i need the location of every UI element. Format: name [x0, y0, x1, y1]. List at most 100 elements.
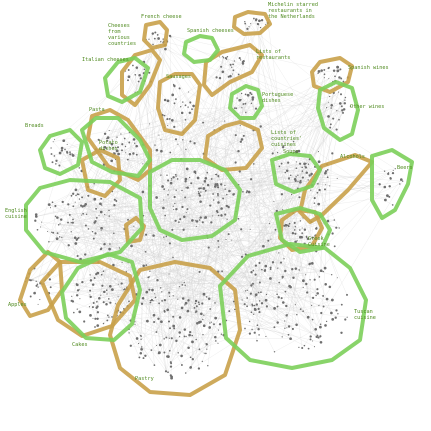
graph-node: [326, 169, 329, 171]
graph-edge: [163, 42, 386, 201]
graph-node: [250, 311, 253, 314]
graph-node: [324, 171, 327, 175]
graph-node: [254, 296, 256, 298]
graph-edge: [156, 103, 341, 198]
graph-edge: [129, 154, 288, 226]
graph-node: [168, 337, 170, 339]
graph-edge: [304, 181, 403, 346]
graph-node: [205, 352, 207, 355]
graph-node: [98, 214, 100, 216]
graph-node: [78, 310, 82, 314]
graph-node: [307, 163, 310, 165]
graph-node: [184, 104, 187, 107]
graph-node: [292, 276, 295, 280]
graph-node: [168, 242, 171, 245]
graph-edge: [107, 137, 185, 283]
graph-node: [338, 76, 341, 79]
graph-node: [194, 302, 197, 305]
graph-node: [144, 354, 147, 357]
graph-node: [78, 198, 81, 200]
graph-node: [302, 286, 304, 289]
hull-soups: [270, 152, 322, 194]
graph-node: [295, 176, 297, 178]
graph-edge: [88, 186, 275, 309]
graph-node: [246, 93, 250, 97]
graph-edge: [140, 215, 144, 354]
graph-node: [160, 320, 163, 324]
graph-edge: [126, 227, 303, 289]
graph-node: [96, 311, 100, 314]
graph-node: [180, 306, 184, 310]
label-line: countries: [108, 41, 136, 47]
graph-node: [168, 295, 171, 297]
graph-node: [273, 201, 275, 203]
graph-node: [158, 134, 160, 136]
hull-french-cheese: [142, 20, 169, 50]
graph-node: [138, 73, 141, 77]
graph-node: [128, 152, 132, 156]
graph-edge: [149, 289, 167, 372]
graph-node: [295, 323, 298, 327]
graph-node: [249, 91, 252, 94]
graph-node: [317, 151, 320, 153]
label-other-wines: Other wines: [350, 104, 384, 110]
graph-node: [236, 97, 238, 99]
graph-node: [124, 145, 127, 148]
graph-node: [125, 152, 127, 154]
graph-node: [108, 215, 110, 217]
graph-edge: [127, 159, 219, 178]
graph-node: [113, 198, 116, 201]
graph-node: [101, 284, 104, 287]
graph-node: [246, 297, 249, 299]
graph-node: [202, 318, 204, 321]
graph-node: [244, 253, 247, 256]
graph-node: [56, 232, 59, 234]
graph-node: [148, 276, 150, 278]
graph-edge: [72, 99, 253, 223]
label-tuscan-cuisine: Tuscan cuisine: [354, 309, 376, 321]
graph-node: [185, 148, 187, 150]
graph-node: [303, 344, 306, 347]
graph-node: [254, 107, 258, 110]
graph-node: [66, 143, 68, 145]
graph-node: [251, 328, 253, 331]
graph-node: [291, 232, 295, 235]
graph-edge: [155, 32, 325, 71]
graph-node: [191, 334, 193, 337]
graph-edge: [53, 226, 296, 233]
graph-node: [331, 232, 334, 235]
graph-node: [170, 119, 174, 122]
graph-node: [172, 205, 174, 207]
graph-node: [184, 119, 187, 121]
graph-node: [185, 335, 187, 338]
graph-node: [67, 221, 69, 224]
graph-node: [163, 309, 166, 312]
graph-node: [76, 308, 78, 310]
graph-edge: [241, 181, 299, 257]
graph-node: [106, 139, 109, 142]
graph-node: [100, 247, 103, 250]
graph-node: [258, 19, 261, 23]
graph-edge: [106, 108, 237, 149]
graph-edge: [195, 162, 289, 304]
graph-node: [221, 270, 224, 273]
graph-node: [258, 261, 261, 265]
label-line: Lists of: [271, 130, 296, 136]
graph-node: [280, 297, 283, 300]
graph-node: [76, 283, 79, 287]
graph-node: [224, 120, 226, 122]
graph-node: [304, 165, 306, 167]
graph-node: [173, 102, 176, 105]
graph-node: [262, 244, 265, 248]
graph-node: [168, 273, 170, 275]
graph-edge: [82, 186, 385, 207]
graph-node: [58, 151, 62, 155]
graph-node: [342, 108, 346, 111]
graph-node: [296, 313, 298, 316]
graph-node: [54, 215, 57, 218]
graph-node: [113, 204, 116, 207]
graph-edge: [194, 130, 254, 144]
graph-node: [188, 176, 191, 179]
graph-node: [133, 225, 135, 227]
